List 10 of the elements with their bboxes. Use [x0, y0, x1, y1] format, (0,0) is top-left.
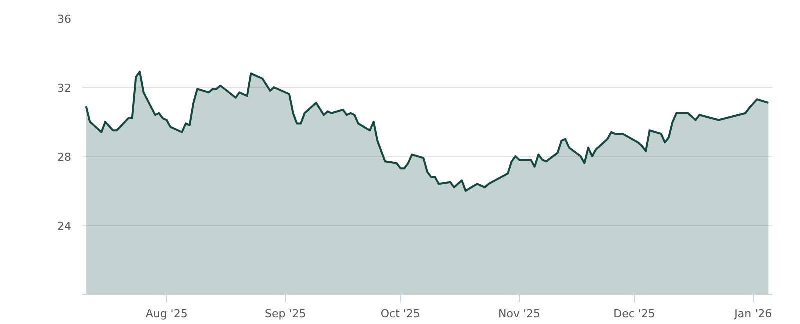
y-tick-label: 28 [58, 151, 72, 164]
x-tick-label: Aug '25 [146, 308, 188, 320]
x-tick-label: Nov '25 [498, 308, 541, 320]
y-tick-label: 36 [58, 13, 72, 26]
x-tick-label: Oct '25 [380, 308, 420, 320]
y-tick-label: 32 [58, 82, 72, 95]
x-tick-label: Dec '25 [614, 308, 656, 320]
x-tick-label: Jan '26 [734, 308, 772, 320]
x-tick-label: Sep '25 [265, 308, 306, 320]
y-tick-label: 24 [58, 220, 72, 233]
